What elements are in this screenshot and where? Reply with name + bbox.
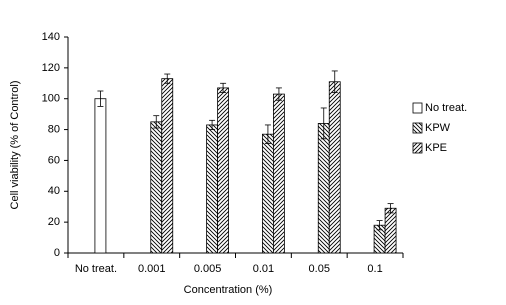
error-bar — [220, 82, 227, 93]
y-tick-label: 60 — [48, 154, 60, 166]
y-tick-label: 0 — [54, 247, 60, 259]
bar — [150, 121, 163, 254]
x-tick-label: 0.1 — [367, 263, 382, 275]
error-bar — [153, 115, 160, 129]
bar — [206, 124, 218, 254]
bar — [273, 93, 285, 254]
x-tick-label: 0.001 — [138, 263, 166, 275]
legend-swatch — [412, 122, 423, 134]
bar — [217, 87, 229, 254]
x-tick-label: No treat. — [75, 263, 117, 275]
error-bar — [320, 107, 327, 140]
legend-label: No treat. — [425, 102, 467, 114]
y-axis-title: Cell viability (% of Control) — [9, 81, 21, 210]
error-bar — [376, 220, 383, 231]
x-tick-label: 0.005 — [194, 263, 222, 275]
legend-label: KPW — [425, 122, 451, 134]
bar — [262, 133, 274, 254]
x-axis-title: Concentration (%) — [184, 284, 273, 296]
y-tick-label: 20 — [48, 216, 60, 228]
x-tick-label: 0.05 — [309, 263, 330, 275]
error-bar — [387, 203, 394, 214]
bar — [317, 123, 330, 254]
x-tick-label: 0.01 — [253, 263, 274, 275]
legend-swatch — [412, 102, 423, 114]
bar — [94, 98, 107, 254]
error-bar — [164, 73, 171, 84]
error-bar — [97, 90, 104, 107]
y-tick-label: 120 — [42, 62, 60, 74]
bar — [328, 81, 341, 254]
error-bar — [209, 119, 216, 130]
legend-swatch — [412, 142, 423, 154]
y-tick-label: 100 — [42, 93, 60, 105]
legend-label: KPE — [425, 142, 447, 154]
y-tick-label: 140 — [42, 31, 60, 43]
error-bar — [331, 70, 338, 93]
bar — [161, 78, 174, 254]
error-bar — [264, 124, 271, 144]
error-bar — [275, 87, 282, 101]
y-tick-label: 40 — [48, 185, 60, 197]
y-tick-label: 80 — [48, 123, 60, 135]
bar — [384, 207, 397, 254]
